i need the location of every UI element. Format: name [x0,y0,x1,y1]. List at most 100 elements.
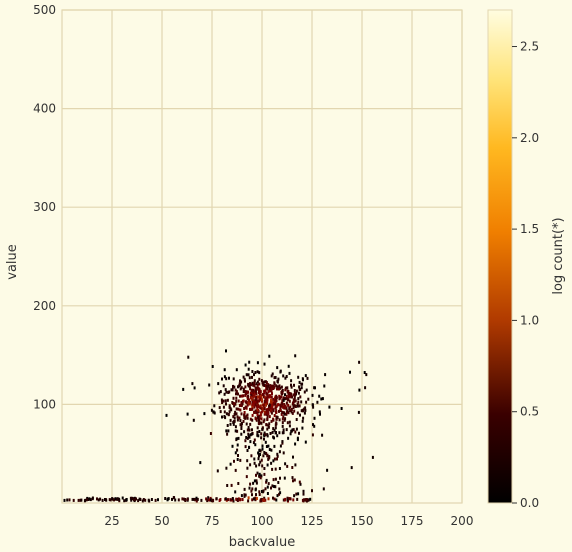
heatmap-cell [248,445,250,449]
heatmap-cell [264,403,267,407]
heatmap-cell [256,433,259,437]
heatmap-cell [258,399,261,403]
heatmap-cell [174,498,177,502]
heatmap-cell [113,498,115,502]
heatmap-cell [268,456,271,460]
heatmap-cell [234,388,237,392]
heatmap-cell [282,428,285,432]
heatmap-cell [253,381,256,385]
heatmap-cell [321,397,324,401]
heatmap-cell [236,443,239,447]
heatmap-cell [280,404,283,408]
x-tick-label: 125 [301,514,324,528]
heatmap-cell [289,432,292,436]
heatmap-cell [258,490,261,494]
heatmap-cell [233,459,235,463]
heatmap-cell [254,498,257,502]
heatmap-cell [195,496,198,500]
heatmap-cell [247,373,250,377]
heatmap-cell [200,498,203,502]
heatmap-cell [209,498,212,502]
heatmap-cell [237,399,240,403]
heatmap-cell [281,417,284,421]
grid-lines [62,9,463,503]
heatmap-cell [268,448,271,451]
heatmap-cell [270,387,273,391]
heatmap-cell [285,375,288,378]
heatmap-cell [147,498,150,502]
heatmap-cell [250,397,253,401]
heatmap-cell [80,498,83,502]
y-tick-label: 500 [33,3,56,17]
heatmap-cell [271,405,274,409]
heatmap-cell [275,384,278,388]
heatmap-cell [245,392,247,396]
heatmap-cell [273,457,276,461]
heatmap-cell [244,393,247,397]
heatmap-cell [263,451,266,454]
heatmap-cell [229,498,232,502]
heatmap-cell [274,406,277,410]
heatmap-cell [294,399,297,403]
heatmap-cell [259,397,262,401]
heatmap-cell [233,402,236,406]
heatmap-cell [247,496,250,500]
heatmap-cell [307,397,310,401]
heatmap-cell [274,396,276,400]
heatmap-cell [257,409,260,412]
heatmap-cell [238,382,241,386]
heatmap-cell [291,395,293,399]
heatmap-cell [268,389,271,393]
heatmap-cell [266,485,269,489]
heatmap-cell [255,464,258,468]
heatmap-cell [235,437,238,441]
heatmap-cell [225,349,227,353]
heatmap-cell [277,377,280,381]
heatmap-cell [227,391,230,394]
heatmap-cell [263,467,266,470]
heatmap-cell [236,448,239,452]
heatmap-cell [249,440,252,444]
heatmap-cell [263,380,266,384]
heatmap-cell [248,398,250,402]
heatmap-cell [282,431,285,435]
heatmap-cell [246,428,249,432]
heatmap-cell [278,409,280,413]
heatmap-cell [261,444,264,448]
heatmap-cell [278,431,281,435]
heatmap-cell [288,424,291,428]
heatmap-cell [267,395,270,399]
heatmap-cell [278,418,281,422]
heatmap-cell [274,485,277,489]
heatmap-cell [263,496,266,500]
heatmap-cell [318,410,321,414]
heatmap-cell [275,421,278,425]
heatmap-cell [258,463,261,467]
heatmap-cell [251,498,254,502]
heatmap-cell [225,390,228,394]
heatmap-cell [234,490,237,494]
heatmap-cell [250,388,253,392]
heatmap-cell [272,409,275,413]
heatmap-cell [195,499,198,503]
heatmap-cell [181,497,184,501]
heatmap-cell [216,469,219,473]
y-tick-label: 400 [33,102,56,116]
heatmap-cell [77,498,80,502]
heatmap-cell [253,438,256,442]
heatmap-cell [250,489,253,493]
heatmap-cell [261,398,263,402]
heatmap-cell [258,377,261,381]
heatmap-cell [266,387,269,391]
heatmap-cell [290,408,293,411]
heatmap-cell [150,498,153,501]
heatmap-cell [262,498,265,502]
heatmap-cell [304,408,307,412]
heatmap-cell [257,451,260,455]
heatmap-cell [248,435,251,439]
heatmap-cell [259,404,262,408]
heatmap-cell [268,354,271,358]
heatmap-cell [282,396,285,400]
heatmap-cell [254,409,257,413]
